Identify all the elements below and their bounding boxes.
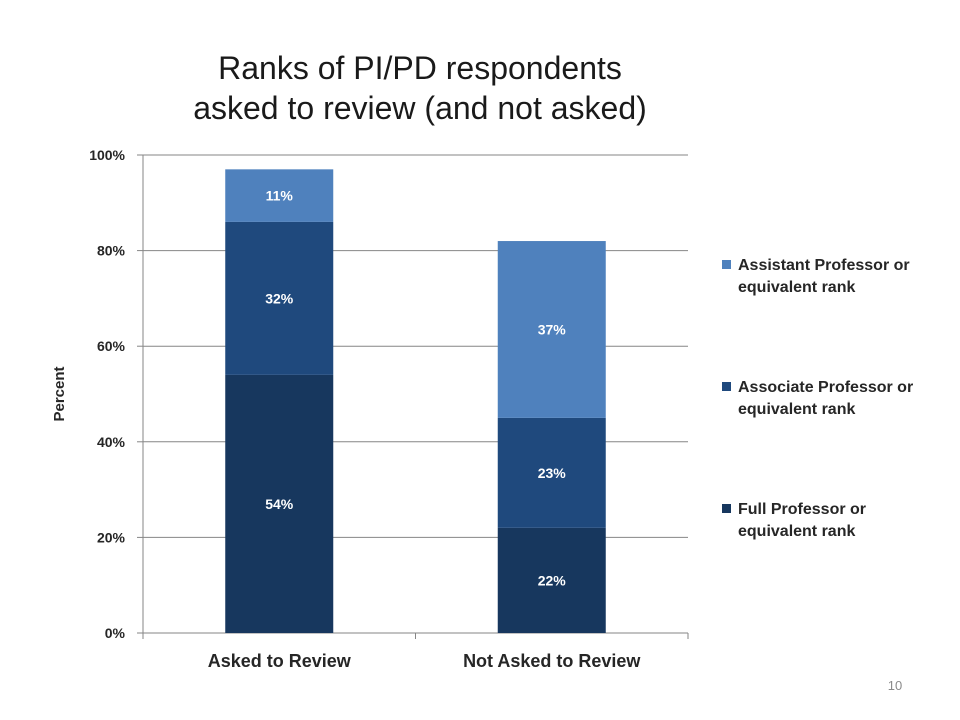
y-axis-label: Percent (51, 366, 68, 421)
legend-label: Full Professor or equivalent rank (738, 499, 948, 543)
data-label: 32% (265, 290, 294, 306)
legend-swatch (722, 260, 731, 269)
page-number: 10 (887, 678, 903, 693)
y-tick-label: 40% (97, 434, 126, 450)
chart-title-line-2: asked to review (and not asked) (193, 90, 647, 126)
legend-label-line: Associate Professor or (738, 379, 914, 396)
data-label: 54% (265, 496, 294, 512)
legend-label-line: equivalent rank (738, 523, 856, 540)
data-label: 22% (538, 572, 567, 588)
bar-segment-1-2 (497, 241, 606, 418)
x-tick-label: Asked to Review (208, 651, 352, 671)
x-tick-label: Not Asked to Review (463, 651, 641, 671)
legend-label: Assistant Professor or equivalent rank (738, 255, 948, 299)
bar-segment-1-1 (497, 417, 606, 528)
chart-title-line-1: Ranks of PI/PD respondents (218, 50, 622, 86)
legend-label: Associate Professor or equivalent rank (738, 377, 948, 421)
data-label: 37% (538, 321, 567, 337)
y-tick-label: 100% (89, 147, 125, 163)
data-label: 11% (266, 188, 294, 204)
legend-swatch (722, 504, 731, 513)
legend-label-line: Assistant Professor or (738, 257, 910, 274)
y-tick-label: 20% (97, 529, 126, 545)
y-tick-label: 0% (105, 625, 126, 641)
legend-label-line: Full Professor or (738, 501, 867, 518)
bar-segment-0-0 (225, 374, 334, 633)
y-tick-label: 60% (97, 338, 126, 354)
legend-label-line: equivalent rank (738, 279, 856, 296)
data-label: 23% (538, 465, 567, 481)
bar-segment-1-0 (497, 527, 606, 633)
chart-title: Ranks of PI/PD respondents asked to revi… (140, 48, 700, 128)
bar-segment-0-1 (225, 221, 334, 375)
y-tick-label: 80% (97, 243, 126, 259)
legend-label-line: equivalent rank (738, 401, 856, 418)
legend-swatch (722, 382, 731, 391)
bar-segment-0-2 (225, 169, 334, 222)
